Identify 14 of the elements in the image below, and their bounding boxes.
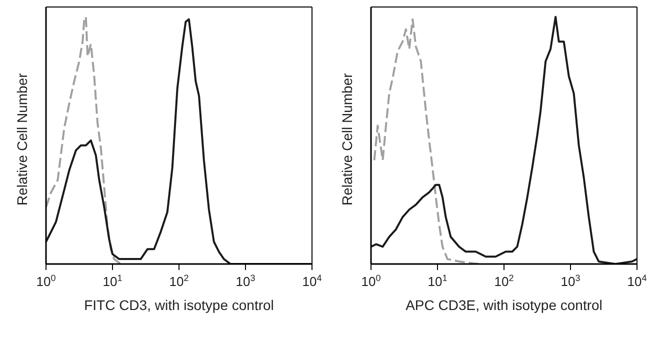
- x-axis-title: FITC CD3, with isotype control: [84, 297, 274, 313]
- x-tick-label: 10$^{3}$: [236, 273, 256, 289]
- x-axis-title: APC CD3E, with isotype control: [406, 297, 602, 313]
- x-tick-label: 10$^{0}$: [361, 273, 381, 289]
- x-tick-label: 10$^{4}$: [302, 273, 322, 289]
- y-axis-title: Relative Cell Number: [14, 72, 30, 206]
- x-tick-label: 10$^{1}$: [102, 273, 122, 289]
- x-tick-label: 10$^{4}$: [627, 273, 647, 289]
- x-tick-label: 10$^{3}$: [560, 273, 580, 289]
- x-tick-label: 10$^{1}$: [428, 273, 448, 289]
- x-tick-label: 10$^{0}$: [36, 273, 56, 289]
- y-axis-title: Relative Cell Number: [338, 72, 355, 206]
- x-tick-label: 10$^{2}$: [169, 273, 189, 289]
- x-tick-label: 10$^{2}$: [494, 273, 514, 289]
